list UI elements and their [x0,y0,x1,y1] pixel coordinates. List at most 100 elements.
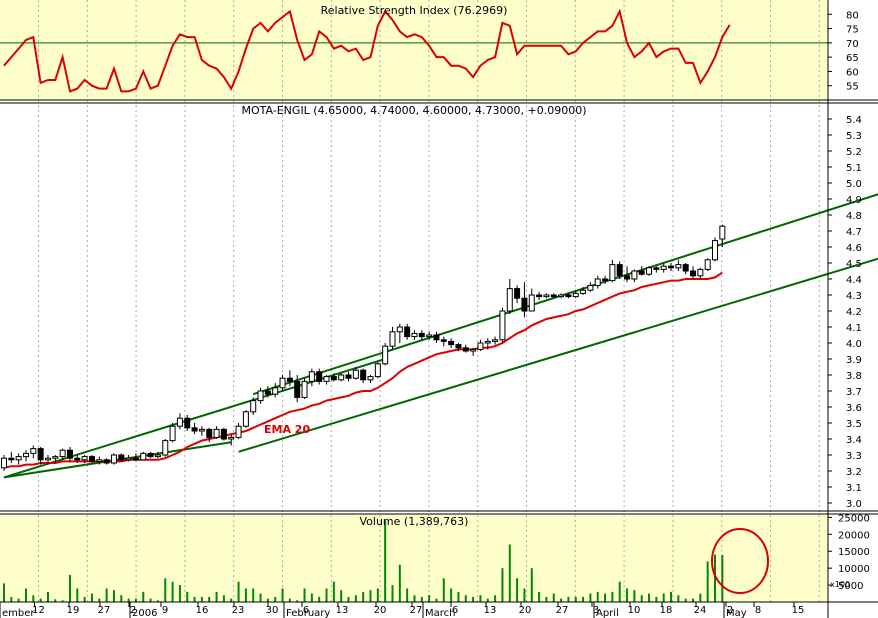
date-tick-label: 6 [452,605,458,616]
candle-body [367,376,374,381]
candle-body [528,294,535,312]
candle-body [682,264,689,272]
date-tick-label: 30 [266,605,279,616]
candle-body [257,390,264,402]
candle-body [286,377,293,382]
candle-body [492,339,499,342]
candle-body [455,344,462,349]
price-tick-label: 4.0 [846,339,862,350]
candle-body [301,380,308,398]
price-title: MOTA-ENGIL (4.65000, 4.74000, 4.60000, 4… [241,104,586,117]
date-tick-label: 18 [660,605,673,616]
candle-body [624,275,631,280]
candle-body [316,371,323,382]
candle-body [638,270,645,275]
candle-body [697,268,704,277]
price-tick-label: 3.3 [846,451,862,462]
rsi-tick-label: 60 [846,67,859,78]
candle-body [712,240,719,261]
price-tick-label: 3.5 [846,419,862,430]
date-axis-bg [0,602,878,618]
candle-body [169,425,176,442]
date-tick-label: 24 [694,605,707,616]
volume-tick-label: 25000 [838,513,870,524]
candle-body [653,267,660,270]
candle-body [587,284,594,291]
price-tick-label: 3.0 [846,499,862,510]
candle-body [484,340,491,344]
date-tick-label: 13 [336,605,349,616]
candle-body [228,436,235,440]
ema-label: EMA 20 [264,423,310,436]
rsi-tick-label: 75 [846,25,859,36]
candle-body [418,332,425,338]
price-tick-label: 4.4 [846,275,862,286]
rsi-axis-ticks: 55 60 65 70 75 80 [828,10,859,93]
volume-highlight-circle [711,528,769,594]
month-label: February [286,608,330,618]
candle-body [96,459,103,462]
candle-body [499,310,506,341]
date-tick-label: 27 [98,605,111,616]
volume-panel-bg [0,514,828,602]
candle-body [506,288,513,312]
candle-body [396,326,403,333]
candle-body [411,332,418,338]
candle-body [44,457,51,461]
candle-body [602,278,609,282]
candle-body [704,259,711,270]
candle-body [294,380,301,398]
candle-body [52,456,59,459]
candle-body [110,454,117,464]
candle-body [37,448,44,461]
date-tick-label: 23 [232,605,245,616]
date-tick-label: 2 [130,605,136,616]
candle-body [140,452,147,461]
candlesticks [1,224,726,471]
date-tick-label: 27 [410,605,423,616]
date-tick-label: 16 [196,605,209,616]
candle-body [594,278,601,286]
trendline [3,441,232,479]
candle-body [220,428,227,440]
rsi-title: Relative Strength Index (76.2969) [321,4,508,17]
rsi-tick-label: 70 [846,39,859,50]
price-tick-label: 4.8 [846,211,862,222]
candle-body [272,387,279,395]
candle-body [558,294,565,298]
candle-body [462,347,469,352]
volume-bars [3,520,724,602]
candle-body [88,456,95,462]
volume-scale-label: x100 [830,580,850,589]
candle-body [660,265,667,270]
month-label: May [726,608,747,618]
candle-body [374,363,381,378]
date-tick-label: 8 [755,605,761,616]
price-tick-label: 3.1 [846,483,862,494]
candle-body [308,371,315,382]
candle-body [514,288,521,299]
trendline [238,257,878,453]
candle-body [242,411,249,427]
date-tick-label: 13 [484,605,497,616]
date-tick-label: 27 [556,605,569,616]
price-tick-label: 3.7 [846,387,862,398]
price-tick-label: 5.2 [846,147,862,158]
price-tick-label: 3.4 [846,435,862,446]
month-label: March [425,608,455,618]
candle-body [440,339,447,342]
candle-body [213,428,220,438]
candle-body [103,459,110,464]
candle-body [176,417,183,427]
candle-body [206,428,213,438]
candle-body [81,456,88,461]
candle-body [118,454,125,461]
candle-body [536,294,543,298]
candle-body [675,264,682,269]
candle-body [250,400,257,413]
candle-body [433,334,440,341]
price-tick-label: 5.4 [846,115,862,126]
candle-body [15,456,22,461]
date-tick-label: 2 [727,605,733,616]
candle-body [338,374,345,381]
